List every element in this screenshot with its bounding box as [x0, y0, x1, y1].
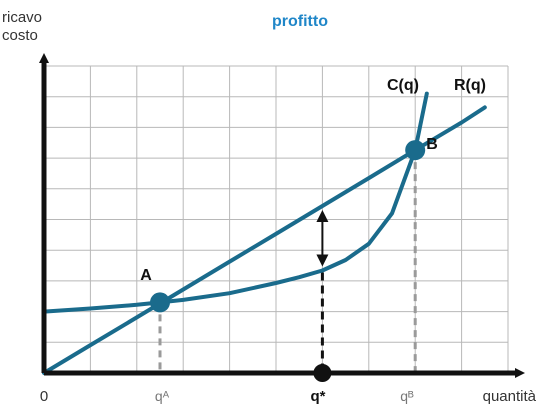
point-label-a: A	[140, 267, 152, 284]
axes	[39, 53, 525, 378]
revenue-curve	[42, 105, 487, 375]
origin-label: 0	[40, 388, 48, 405]
tick-label-qb: qᴮ	[400, 388, 414, 404]
tick-label-qa: qᴬ	[155, 388, 170, 404]
grid	[44, 65, 509, 373]
profit-arrow-down-head	[316, 254, 329, 267]
x-axis-label: quantità	[483, 388, 537, 405]
curves	[42, 91, 487, 375]
point-label-b: B	[426, 136, 438, 153]
chart-title: profitto	[272, 13, 328, 30]
point-a	[150, 292, 170, 313]
point-qstar	[313, 364, 332, 382]
cost-curve	[42, 91, 429, 314]
tick-label-qstar: q*	[311, 388, 326, 405]
profit-arrow-up-head	[316, 209, 329, 222]
point-b	[405, 140, 426, 161]
legend-label-cost: C(q)	[387, 77, 419, 94]
legend-label-revenue: R(q)	[454, 77, 486, 94]
guide-lines	[158, 150, 417, 373]
y-axis-label-line2: costo	[2, 27, 38, 44]
y-axis-label-line1: ricavo	[2, 9, 42, 26]
markers	[150, 140, 426, 382]
